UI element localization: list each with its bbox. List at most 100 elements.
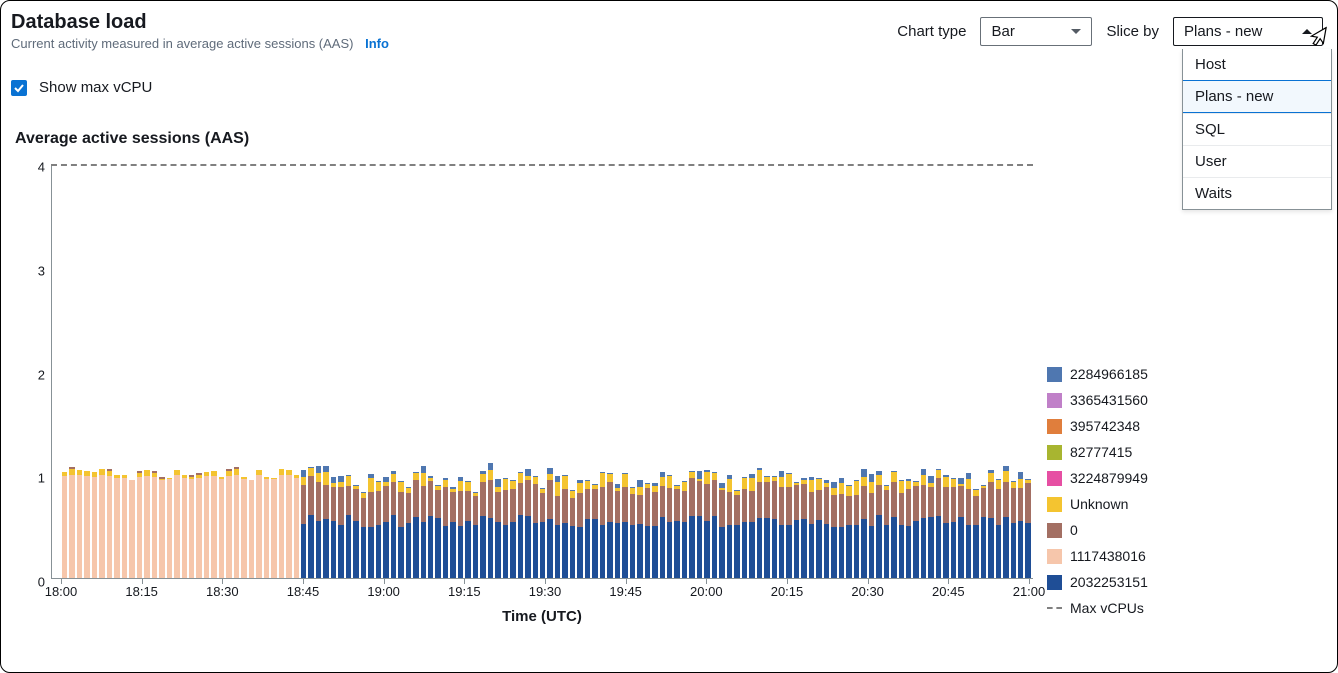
bar <box>951 164 956 578</box>
bar <box>943 164 948 578</box>
slice-by-dropdown: HostPlans - newSQLUserWaits <box>1182 49 1332 210</box>
bar <box>473 164 478 578</box>
bar <box>503 164 508 578</box>
x-tick-label: 20:15 <box>771 584 804 599</box>
y-tick-label: 1 <box>15 471 45 486</box>
bar <box>428 164 433 578</box>
bar <box>465 164 470 578</box>
bar <box>435 164 440 578</box>
bar <box>712 164 717 578</box>
bar <box>928 164 933 578</box>
bar <box>727 164 732 578</box>
slice-by-select[interactable]: Plans - new <box>1173 17 1323 46</box>
chart-title: Average active sessions (AAS) <box>1 108 1337 154</box>
bar <box>450 164 455 578</box>
bar <box>884 164 889 578</box>
bar <box>786 164 791 578</box>
bar <box>99 164 104 578</box>
bar <box>174 164 179 578</box>
bar <box>196 164 201 578</box>
bar <box>704 164 709 578</box>
bar <box>1003 164 1008 578</box>
legend-item: 82777415 <box>1047 444 1148 460</box>
bar <box>533 164 538 578</box>
dropdown-item[interactable]: User <box>1183 145 1331 177</box>
bar <box>981 164 986 578</box>
bar <box>353 164 358 578</box>
bar <box>839 164 844 578</box>
bar <box>488 164 493 578</box>
x-tick-label: 18:30 <box>206 584 239 599</box>
bar <box>861 164 866 578</box>
bar <box>301 164 306 578</box>
dropdown-item[interactable]: Host <box>1183 49 1331 80</box>
bar <box>413 164 418 578</box>
bar <box>152 164 157 578</box>
bar <box>92 164 97 578</box>
dropdown-item[interactable]: SQL <box>1183 113 1331 145</box>
x-tick-label: 20:45 <box>932 584 965 599</box>
y-tick-label: 2 <box>15 367 45 382</box>
bar <box>607 164 612 578</box>
bar <box>645 164 650 578</box>
x-tick-label: 21:00 <box>1013 584 1046 599</box>
bar <box>62 164 67 578</box>
chart-legend: 2284966185336543156039574234882777415322… <box>1047 366 1148 626</box>
bar <box>114 164 119 578</box>
chevron-down-icon <box>1071 29 1081 34</box>
bar <box>779 164 784 578</box>
y-tick-label: 0 <box>15 575 45 590</box>
bar <box>77 164 82 578</box>
bar <box>899 164 904 578</box>
bar <box>794 164 799 578</box>
bar <box>294 164 299 578</box>
bar <box>391 164 396 578</box>
bar <box>518 164 523 578</box>
legend-item: Unknown <box>1047 496 1148 512</box>
bar <box>361 164 366 578</box>
bar <box>219 164 224 578</box>
legend-item: 3224879949 <box>1047 470 1148 486</box>
dropdown-item[interactable]: Waits <box>1183 177 1331 209</box>
page-title: Database load <box>11 11 389 34</box>
chart-type-select[interactable]: Bar <box>980 17 1092 46</box>
bar <box>69 164 74 578</box>
bar <box>137 164 142 578</box>
bar <box>480 164 485 578</box>
bar <box>368 164 373 578</box>
bar <box>234 164 239 578</box>
bar <box>159 164 164 578</box>
bar <box>308 164 313 578</box>
bar <box>570 164 575 578</box>
bar <box>600 164 605 578</box>
legend-item: 1117438016 <box>1047 548 1148 564</box>
bar <box>525 164 530 578</box>
bar <box>331 164 336 578</box>
bar <box>816 164 821 578</box>
show-max-vcpu-checkbox[interactable] <box>11 80 27 96</box>
bar <box>846 164 851 578</box>
dropdown-item[interactable]: Plans - new <box>1183 80 1331 113</box>
max-vcpu-line <box>51 164 1033 166</box>
bar <box>129 164 134 578</box>
bar <box>241 164 246 578</box>
bar <box>204 164 209 578</box>
bar <box>122 164 127 578</box>
bar <box>547 164 552 578</box>
bar <box>279 164 284 578</box>
bar <box>674 164 679 578</box>
info-link[interactable]: Info <box>365 36 389 51</box>
show-max-vcpu-label: Show max vCPU <box>39 79 152 96</box>
x-axis-label: Time (UTC) <box>51 608 1033 625</box>
bar <box>107 164 112 578</box>
bar <box>555 164 560 578</box>
bar <box>182 164 187 578</box>
bar <box>824 164 829 578</box>
bar <box>876 164 881 578</box>
bar <box>757 164 762 578</box>
bar <box>996 164 1001 578</box>
bar <box>256 164 261 578</box>
bar <box>443 164 448 578</box>
bar <box>458 164 463 578</box>
bar <box>421 164 426 578</box>
